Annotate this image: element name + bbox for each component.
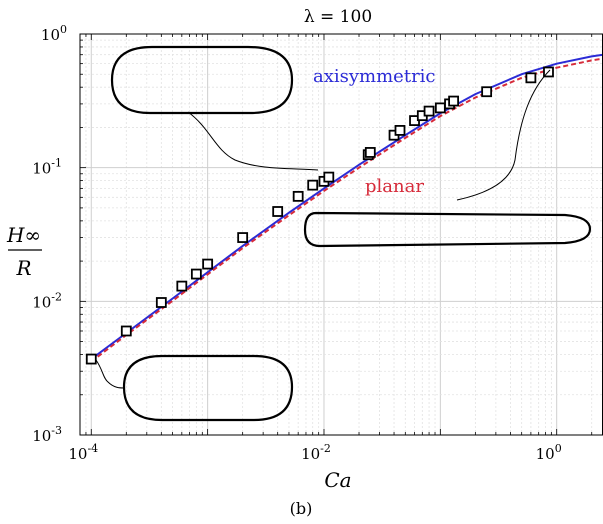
y-tick-label: 100 [41,23,67,44]
y-tick-label: 10-3 [32,424,62,445]
data-marker [307,179,319,191]
data-marker [323,171,335,183]
y-axis-label-denominator: R [15,256,31,280]
data-marker [481,86,493,98]
annotation-axisymmetric: axisymmetric [313,66,436,87]
data-marker [272,206,284,217]
data-marker [237,232,249,243]
figure-caption: (b) [290,499,313,518]
leader-line-bottom [95,359,125,389]
leader-line-top [187,111,319,171]
drop-shape-top-left [110,45,294,115]
x-tick-label: 100 [536,442,562,463]
markers-group [85,66,554,365]
drop-shape-bottom-left [122,354,294,422]
y-tick-label: 10-1 [32,157,62,178]
data-marker [176,280,188,292]
grid [79,33,603,436]
data-marker [85,353,97,365]
annotation-planar: planar [365,176,424,197]
data-marker [155,297,167,308]
data-marker [394,125,406,136]
data-marker [190,268,202,280]
x-tick-label: 10-2 [301,442,331,463]
drop-shape-right-elongated [303,211,592,248]
data-marker [364,147,376,158]
data-marker [423,105,435,117]
y-tick-label: 10-2 [32,290,62,311]
leader-line-right [456,69,551,201]
ticks [79,33,593,436]
series-line-planar [90,57,603,363]
data-marker [434,102,446,114]
x-axis-label: Ca [324,468,351,492]
data-marker [448,95,460,107]
data-marker [120,325,132,337]
x-tick-label: 10-4 [68,442,98,463]
data-marker [292,190,304,202]
y-axis-label: H∞ R [6,223,42,280]
leader-lines [95,69,551,389]
tick-labels: 10-4 10-2 100 10-3 10-2 10-1 100 [32,23,562,463]
series-line-axisymmetric [90,53,603,360]
shape-insets [110,45,592,422]
plot-frame [79,33,603,436]
chart-title: λ = 100 [304,7,372,27]
data-marker [525,72,537,84]
y-axis-label-numerator: H∞ [6,223,41,247]
data-marker [202,258,214,270]
